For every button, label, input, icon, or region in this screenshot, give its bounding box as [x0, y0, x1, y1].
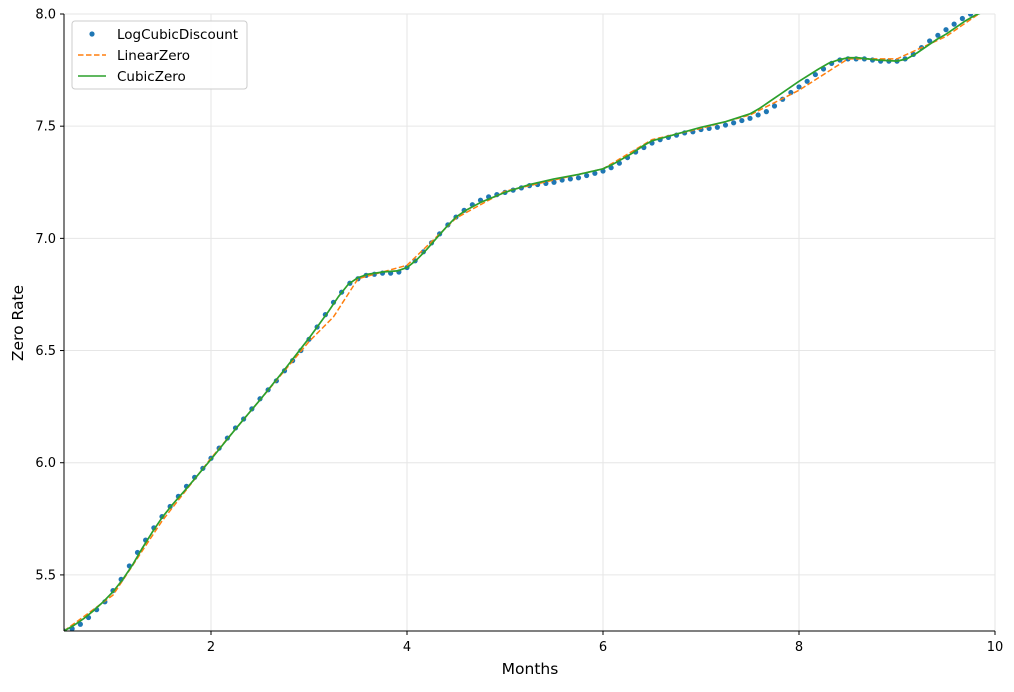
legend-marker-logcubicdiscount — [89, 31, 95, 37]
logcubicdiscount-point — [731, 120, 737, 126]
logcubicdiscount-point — [755, 112, 761, 118]
logcubicdiscount-point — [967, 14, 974, 17]
y-axis-title: Zero Rate — [9, 285, 27, 361]
x-tick-label: 4 — [403, 640, 411, 655]
axes — [63, 14, 995, 632]
gridlines — [64, 13, 996, 631]
y-tick-label: 5.5 — [35, 568, 56, 583]
series-layer — [64, 14, 981, 631]
legend-label: LinearZero — [117, 48, 190, 64]
logcubicdiscount-point — [927, 38, 933, 44]
logcubicdiscount-point — [567, 176, 573, 182]
logcubicdiscount-point — [714, 124, 720, 130]
logcubicdiscount-point — [763, 109, 769, 115]
legend-label: CubicZero — [117, 69, 186, 85]
tick-labels: 2 4 6 8 10 5.5 6.0 6.5 7.0 7.5 8.0 — [35, 8, 1003, 656]
logcubicdiscount-point — [77, 621, 83, 627]
logcubicdiscount-point — [788, 89, 794, 96]
x-tick-label: 10 — [987, 640, 1004, 655]
logcubicdiscount-point — [959, 15, 965, 22]
x-axis-title: Months — [502, 660, 559, 678]
x-tick-label: 6 — [599, 640, 607, 655]
logcubicdiscount-point — [739, 117, 745, 124]
logcubicdiscount-point — [935, 32, 941, 38]
y-tick-label: 6.5 — [35, 344, 56, 359]
logcubicdiscount-point — [943, 27, 949, 33]
logcubicdiscount-point — [592, 170, 598, 176]
legend-label: LogCubicDiscount — [117, 27, 238, 43]
logcubicdiscount-point — [559, 177, 565, 183]
legend: LogCubicDiscount LinearZero CubicZero — [71, 20, 248, 90]
y-tick-label: 8.0 — [35, 8, 56, 23]
linearzero-line — [64, 14, 980, 631]
logcubicdiscount-point — [722, 122, 729, 128]
logcubicdiscount-point — [575, 175, 582, 181]
legend-box — [71, 20, 248, 90]
x-tick-label: 8 — [795, 640, 803, 655]
logcubicdiscount-point — [951, 21, 957, 27]
x-tick-label: 2 — [207, 640, 215, 655]
logcubicdiscount-point — [747, 115, 753, 121]
cubiczero-line — [64, 14, 981, 631]
logcubicdiscount-point — [771, 103, 778, 109]
logcubicdiscount-point — [812, 71, 818, 78]
logcubicdiscount-point — [584, 172, 590, 179]
y-tick-label: 6.0 — [35, 456, 56, 471]
y-tick-label: 7.0 — [35, 232, 56, 247]
logcubicdiscount-point — [796, 84, 802, 90]
y-tick-label: 7.5 — [35, 120, 56, 135]
logcubicdiscount-point — [804, 78, 810, 84]
